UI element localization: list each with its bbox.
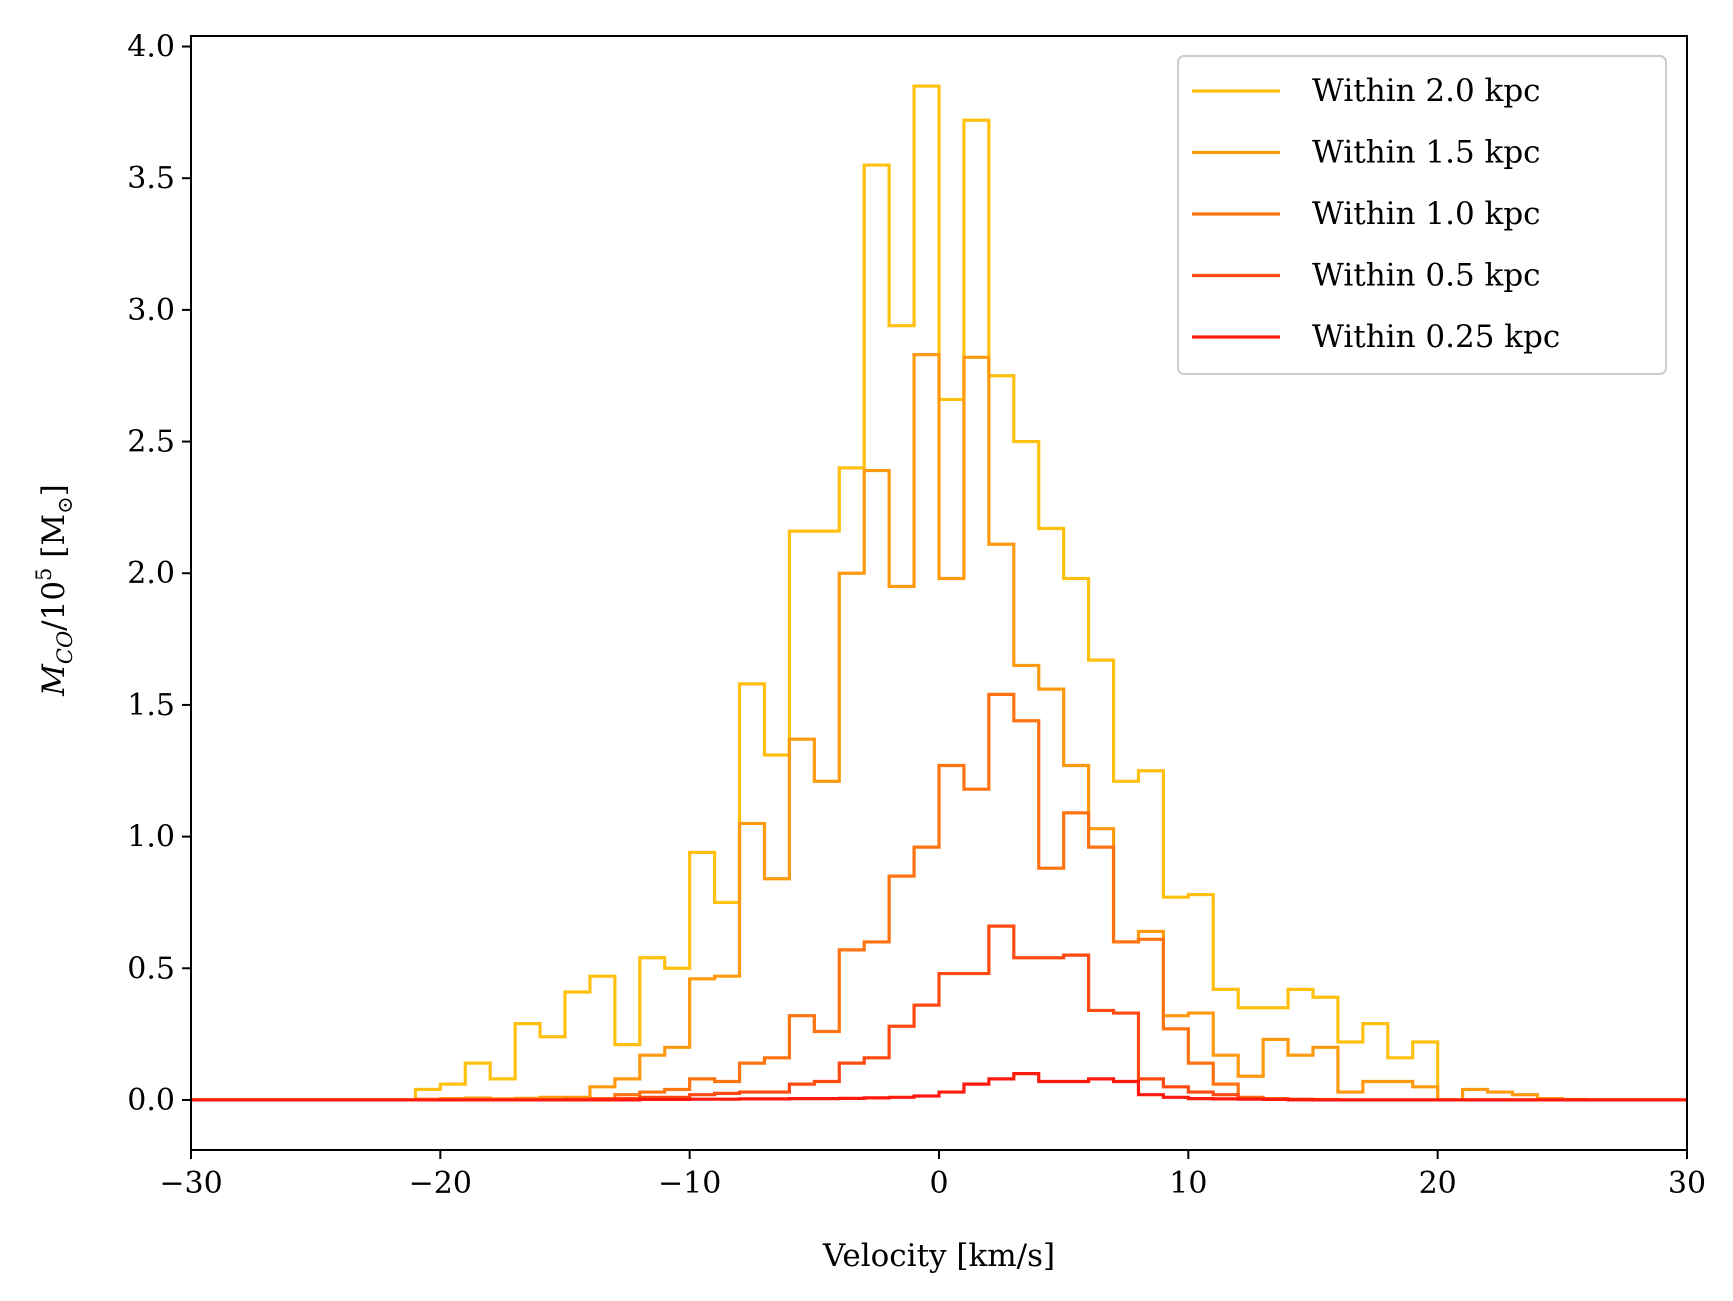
y-label-unit: [M xyxy=(36,514,72,568)
y-label-mid: /10 xyxy=(36,581,72,631)
y-tick-label: 2.5 xyxy=(127,425,175,460)
y-tick-label: 2.0 xyxy=(127,556,175,591)
y-label-close: ] xyxy=(36,484,72,496)
legend-label-5: Within 0.25 kpc xyxy=(1312,319,1560,355)
x-tick-label: −30 xyxy=(159,1166,222,1201)
y-label-main: M xyxy=(36,663,72,697)
x-tick-label: 30 xyxy=(1668,1166,1706,1201)
x-axis: −30 −20 −10 0 10 20 30 xyxy=(159,1150,1706,1201)
x-axis-label: Velocity [km/s] xyxy=(822,1238,1055,1274)
y-tick-label: 1.5 xyxy=(127,688,175,723)
legend-label-2: Within 1.5 kpc xyxy=(1312,135,1541,171)
legend-label-3: Within 1.0 kpc xyxy=(1312,196,1541,232)
series-line-1 xyxy=(191,84,1687,1102)
series-line-3 xyxy=(191,692,1687,1102)
y-label-sub: CO xyxy=(53,631,77,664)
x-tick-label: −10 xyxy=(658,1166,721,1201)
y-axis: 0.0 0.5 1.0 1.5 2.0 2.5 3.0 3.5 4.0 xyxy=(127,30,191,1118)
y-tick-label: 0.0 xyxy=(127,1083,175,1118)
y-label-unit-sub: ⊙ xyxy=(53,496,77,514)
series-line-5 xyxy=(191,1072,1687,1102)
series-line-4 xyxy=(191,924,1687,1102)
legend-label-4: Within 0.5 kpc xyxy=(1312,258,1541,294)
x-tick-label: 0 xyxy=(929,1166,948,1201)
x-tick-label: 10 xyxy=(1169,1166,1207,1201)
y-tick-label: 3.5 xyxy=(127,161,175,196)
y-tick-label: 3.0 xyxy=(127,293,175,328)
y-tick-label: 4.0 xyxy=(127,30,175,65)
x-tick-label: 20 xyxy=(1419,1166,1457,1201)
legend: Within 2.0 kpc Within 1.5 kpc Within 1.0 k… xyxy=(1177,55,1667,375)
y-tick-label: 1.0 xyxy=(127,820,175,855)
x-tick-label: −20 xyxy=(409,1166,472,1201)
legend-frame xyxy=(1177,55,1667,375)
y-tick-label: 0.5 xyxy=(127,951,175,986)
series-layer xyxy=(191,84,1687,1102)
y-label-sup: 5 xyxy=(32,568,56,581)
legend-label-1: Within 2.0 kpc xyxy=(1312,73,1541,109)
y-axis-label: MCO/105 [M⊙] xyxy=(32,484,77,697)
